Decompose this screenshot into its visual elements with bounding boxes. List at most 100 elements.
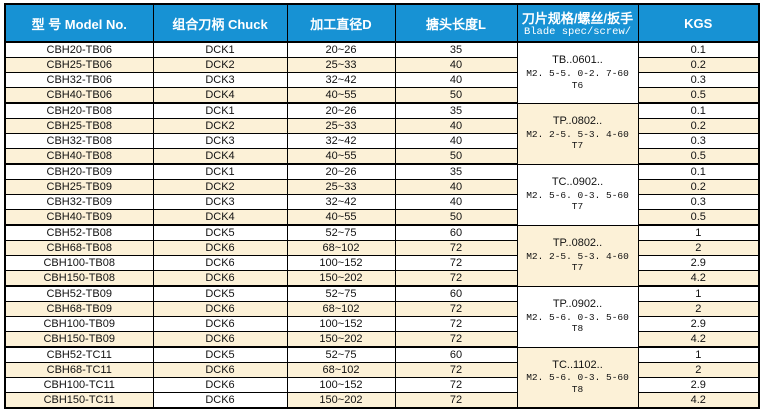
model-cell: CBH100-TB08 (4, 255, 154, 271)
col-header-kgs: KGS (637, 3, 760, 43)
chuck-cell: DCK4 (152, 148, 288, 165)
spec-line3: T8 (571, 384, 584, 396)
model-cell: CBH100-TB09 (4, 316, 154, 332)
chuck-cell: DCK5 (152, 346, 288, 363)
diameter-cell: 52~75 (286, 346, 396, 363)
length-cell: 60 (394, 285, 518, 302)
diameter-cell: 150~202 (286, 392, 396, 409)
kgs-cell: 4.2 (637, 331, 760, 348)
chuck-cell: DCK6 (152, 255, 288, 271)
chuck-cell: DCK5 (152, 224, 288, 241)
kgs-cell: 0.5 (637, 87, 760, 104)
col-header-chuck: 组合刀柄 Chuck (152, 3, 288, 43)
model-cell: CBH32-TB08 (4, 133, 154, 149)
length-cell: 72 (394, 392, 518, 409)
product-spec-table: 型 号 Model No. 组合刀柄 Chuck 加工直径D 搪头长度L 刀片规… (4, 3, 760, 409)
table-row: CBH150-TC11 DCK6 150~202 72 4.2 (4, 392, 760, 409)
chuck-cell: DCK5 (152, 285, 288, 302)
model-cell: CBH150-TC11 (4, 392, 154, 409)
col-header-length: 搪头长度L (394, 3, 518, 43)
table-row: CBH20-TB08 DCK1 20~26 35 TP..0802.. M2. 2-5. … (4, 102, 760, 165)
spec-cell: TP..0902.. M2. 5-6. 0-3. 5-60 T8 (516, 285, 639, 348)
spec-line2: M2. 2-5. 5-3. 4-60 (526, 250, 629, 262)
table-row: CBH20-TB06 DCK1 20~26 35 TB..0601.. M2. 5-5. … (4, 41, 760, 104)
length-cell: 60 (394, 346, 518, 363)
chuck-cell: DCK6 (152, 392, 288, 409)
kgs-cell: 0.1 (637, 102, 760, 119)
kgs-cell: 0.3 (637, 133, 760, 149)
spec-line1: TB..0601.. (552, 54, 603, 66)
table-row: CBH52-TB08 DCK5 52~75 60 TP..0802.. M2. 2-5. … (4, 224, 760, 287)
length-cell: 40 (394, 179, 518, 195)
model-cell: CBH32-TB06 (4, 72, 154, 88)
table-row: CBH32-TB09 DCK3 32~42 40 0.3 (4, 194, 760, 210)
length-cell: 40 (394, 194, 518, 210)
length-cell: 35 (394, 163, 518, 180)
kgs-cell: 2 (637, 301, 760, 317)
model-cell: CBH20-TB09 (4, 163, 154, 180)
model-cell: CBH40-TB09 (4, 209, 154, 226)
diameter-cell: 32~42 (286, 194, 396, 210)
kgs-cell: 2 (637, 240, 760, 256)
diameter-cell: 100~152 (286, 255, 396, 271)
length-cell: 50 (394, 209, 518, 226)
kgs-cell: 0.5 (637, 148, 760, 165)
chuck-cell: DCK1 (152, 41, 288, 58)
chuck-cell: DCK6 (152, 301, 288, 317)
spec-line3: T7 (571, 201, 584, 213)
table-row: CBH40-TB06 DCK4 40~55 50 0.5 (4, 87, 760, 104)
kgs-cell: 4.2 (637, 392, 760, 409)
diameter-cell: 52~75 (286, 224, 396, 241)
table-row: CBH150-TB09 DCK6 150~202 72 4.2 (4, 331, 760, 348)
chuck-cell: DCK6 (152, 331, 288, 348)
spec-line3: T8 (571, 323, 584, 335)
table-row: CBH20-TB09 DCK1 20~26 35 TC..0902.. M2. 5-6. … (4, 163, 760, 226)
diameter-cell: 20~26 (286, 102, 396, 119)
length-cell: 72 (394, 377, 518, 393)
kgs-cell: 0.2 (637, 118, 760, 134)
chuck-cell: DCK1 (152, 163, 288, 180)
model-cell: CBH32-TB09 (4, 194, 154, 210)
model-cell: CBH20-TB06 (4, 41, 154, 58)
spec-line2: M2. 2-5. 5-3. 4-60 (526, 128, 629, 140)
length-cell: 40 (394, 133, 518, 149)
length-cell: 50 (394, 87, 518, 104)
length-cell: 35 (394, 102, 518, 119)
kgs-cell: 1 (637, 346, 760, 363)
kgs-cell: 2.9 (637, 255, 760, 271)
diameter-cell: 150~202 (286, 270, 396, 287)
table-row: CBH68-TB09 DCK6 68~102 72 2 (4, 301, 760, 317)
diameter-cell: 100~152 (286, 377, 396, 393)
kgs-cell: 1 (637, 224, 760, 241)
diameter-cell: 40~55 (286, 148, 396, 165)
model-cell: CBH68-TC11 (4, 362, 154, 378)
kgs-cell: 2.9 (637, 316, 760, 332)
spec-line3: T7 (571, 262, 584, 274)
diameter-cell: 25~33 (286, 118, 396, 134)
length-cell: 72 (394, 240, 518, 256)
chuck-cell: DCK2 (152, 57, 288, 73)
length-cell: 40 (394, 72, 518, 88)
kgs-cell: 0.2 (637, 57, 760, 73)
length-cell: 50 (394, 148, 518, 165)
model-cell: CBH20-TB08 (4, 102, 154, 119)
spec-line1: TP..0802.. (552, 236, 603, 249)
col-header-blade-spec-en: Blade spec/screw/ (523, 26, 632, 38)
model-cell: CBH25-TB08 (4, 118, 154, 134)
chuck-cell: DCK6 (152, 316, 288, 332)
col-header-blade-spec-zh: 刀片规格/螺丝/扳手 (521, 11, 634, 26)
chuck-cell: DCK6 (152, 377, 288, 393)
chuck-cell: DCK3 (152, 133, 288, 149)
spec-cell: TP..0802.. M2. 2-5. 5-3. 4-60 T7 (516, 102, 639, 165)
table-row: CBH52-TC11 DCK5 52~75 60 TC..1102.. M2. 5-6. … (4, 346, 760, 409)
spec-line1: TC..1102.. (552, 358, 603, 371)
diameter-cell: 68~102 (286, 240, 396, 256)
table-row: CBH40-TB09 DCK4 40~55 50 0.5 (4, 209, 760, 226)
length-cell: 72 (394, 270, 518, 287)
kgs-cell: 2 (637, 362, 760, 378)
chuck-cell: DCK4 (152, 209, 288, 226)
length-cell: 72 (394, 301, 518, 317)
kgs-cell: 0.2 (637, 179, 760, 195)
model-cell: CBH52-TB08 (4, 224, 154, 241)
